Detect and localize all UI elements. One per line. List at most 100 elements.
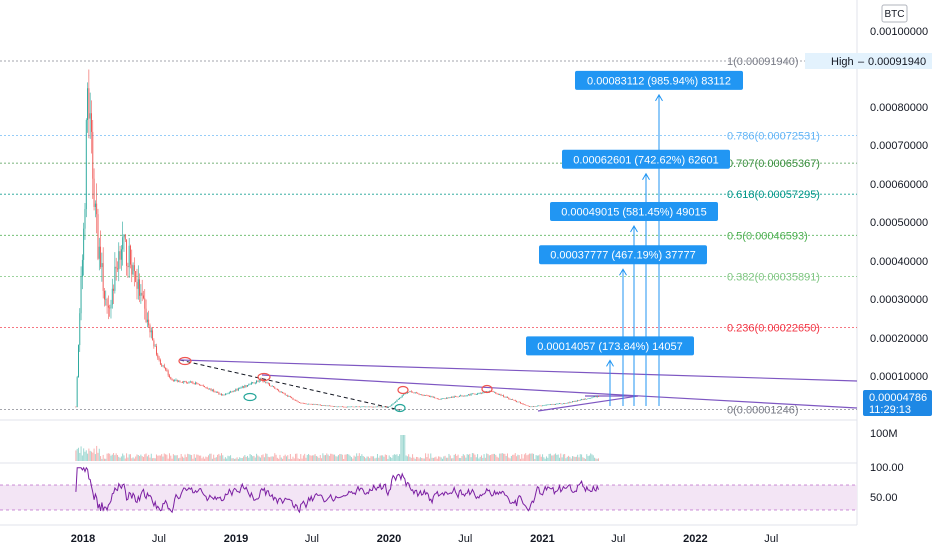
candle-body [575, 400, 577, 402]
time-axis[interactable]: 2018 Jul 2019 Jul 2020 Jul 2021 Jul 2022 Jul [71, 533, 779, 545]
fib-level-label: 0.786(0.00072531) [727, 131, 820, 143]
volume-bar [292, 456, 294, 461]
candle-body [243, 386, 245, 388]
candle-body [299, 402, 300, 403]
volume-bar [322, 453, 324, 461]
trendlines[interactable] [179, 359, 858, 412]
fib-level-label: 0.236(0.00022650) [727, 322, 820, 334]
projection-label-box[interactable] [550, 202, 718, 222]
candle-body [236, 389, 238, 391]
volume-bar [410, 457, 412, 461]
volume-bar [540, 456, 542, 461]
volume-bar [471, 453, 473, 461]
volume-bar [467, 454, 469, 461]
candle-body [561, 403, 563, 405]
volume-bar [544, 458, 546, 461]
dashed-trendline[interactable] [179, 359, 401, 411]
projection-label-box[interactable] [526, 336, 694, 356]
volume-bar [332, 454, 334, 461]
candle-body [323, 405, 325, 406]
candle-body [156, 346, 157, 355]
candle-body [582, 399, 584, 400]
volume-bar [246, 455, 248, 461]
candle-body [340, 406, 342, 408]
volume-bar [103, 458, 105, 461]
upper-trendline[interactable] [179, 359, 858, 382]
volume-bar [81, 455, 83, 461]
volume-bar [317, 456, 319, 461]
volume-bar [522, 458, 524, 461]
projection-label-box[interactable] [575, 70, 743, 90]
candle-body [341, 406, 343, 408]
volume-bar [514, 453, 516, 461]
candle-body [353, 406, 355, 408]
candle-body [536, 405, 538, 407]
candle-body [135, 271, 137, 283]
volume-bar [453, 454, 455, 461]
candle-body [165, 368, 167, 370]
candle-body [486, 391, 488, 393]
candle-body [239, 388, 241, 389]
candle-body [288, 396, 290, 398]
candle-body [572, 401, 573, 403]
volume-bar [157, 455, 159, 461]
volume-bar [588, 455, 590, 461]
volume-bar [318, 457, 320, 461]
volume-bar [335, 456, 337, 461]
volume-bar [115, 453, 117, 461]
volume-bar [503, 453, 505, 461]
volume-bar [110, 455, 112, 461]
candle-body [388, 406, 390, 408]
volume-bar [388, 455, 390, 461]
volume-bar [568, 455, 570, 461]
volume-bar [77, 447, 79, 461]
candle-body [487, 391, 489, 393]
volume-bar [145, 453, 147, 461]
lower-descending-trendline[interactable] [261, 374, 858, 409]
candle-body [471, 393, 473, 395]
volume-bar [431, 457, 433, 461]
volume-bar [535, 455, 537, 461]
price-candles [75, 69, 599, 408]
volume-bar [538, 455, 540, 461]
projection-label-box[interactable] [562, 149, 730, 169]
volume-bar [183, 457, 185, 461]
candle-body [102, 263, 104, 291]
candle-body [457, 396, 459, 398]
volume-bar [386, 454, 388, 461]
candle-body [317, 404, 319, 405]
volume-bar [256, 453, 258, 461]
volume-bar [419, 457, 421, 461]
volume-bar [171, 458, 173, 461]
projection-label-box[interactable] [539, 245, 707, 265]
volume-bar [337, 455, 339, 461]
candle-body [547, 404, 549, 406]
candle-body [158, 357, 160, 360]
candle-body [365, 406, 367, 408]
candle-body [431, 396, 433, 398]
candle-body [434, 396, 436, 398]
volume-bar [89, 450, 91, 461]
candle-body [293, 399, 295, 401]
candle-body [362, 406, 364, 408]
volume-bar [331, 453, 333, 461]
candle-body [176, 379, 178, 382]
currency-badge[interactable] [881, 4, 908, 23]
volume-bar [293, 458, 295, 461]
fibonacci-retracement[interactable]: 1(0.00091940) 0.786(0.00072531) 0.707(0.00… [0, 56, 857, 417]
candle-body [492, 391, 494, 393]
rising-support-line[interactable] [537, 395, 639, 412]
projection-arrow-head [619, 268, 627, 276]
candle-body [166, 369, 168, 372]
price-axis[interactable]: BTC 0.00100000 0.00080000 0.00070000 0.0… [805, 4, 932, 504]
candle-body [568, 402, 570, 404]
candle-body [475, 394, 477, 395]
volume-bar [223, 458, 225, 461]
price-tick: 0.00030000 [870, 294, 928, 306]
candle-body [280, 392, 282, 393]
volume-bar [220, 453, 222, 461]
candle-body [332, 406, 334, 407]
candle-body [223, 394, 225, 396]
projection-targets[interactable]: 0.00083112 (985.94%) 83112 0.00062601 (74… [526, 70, 743, 406]
